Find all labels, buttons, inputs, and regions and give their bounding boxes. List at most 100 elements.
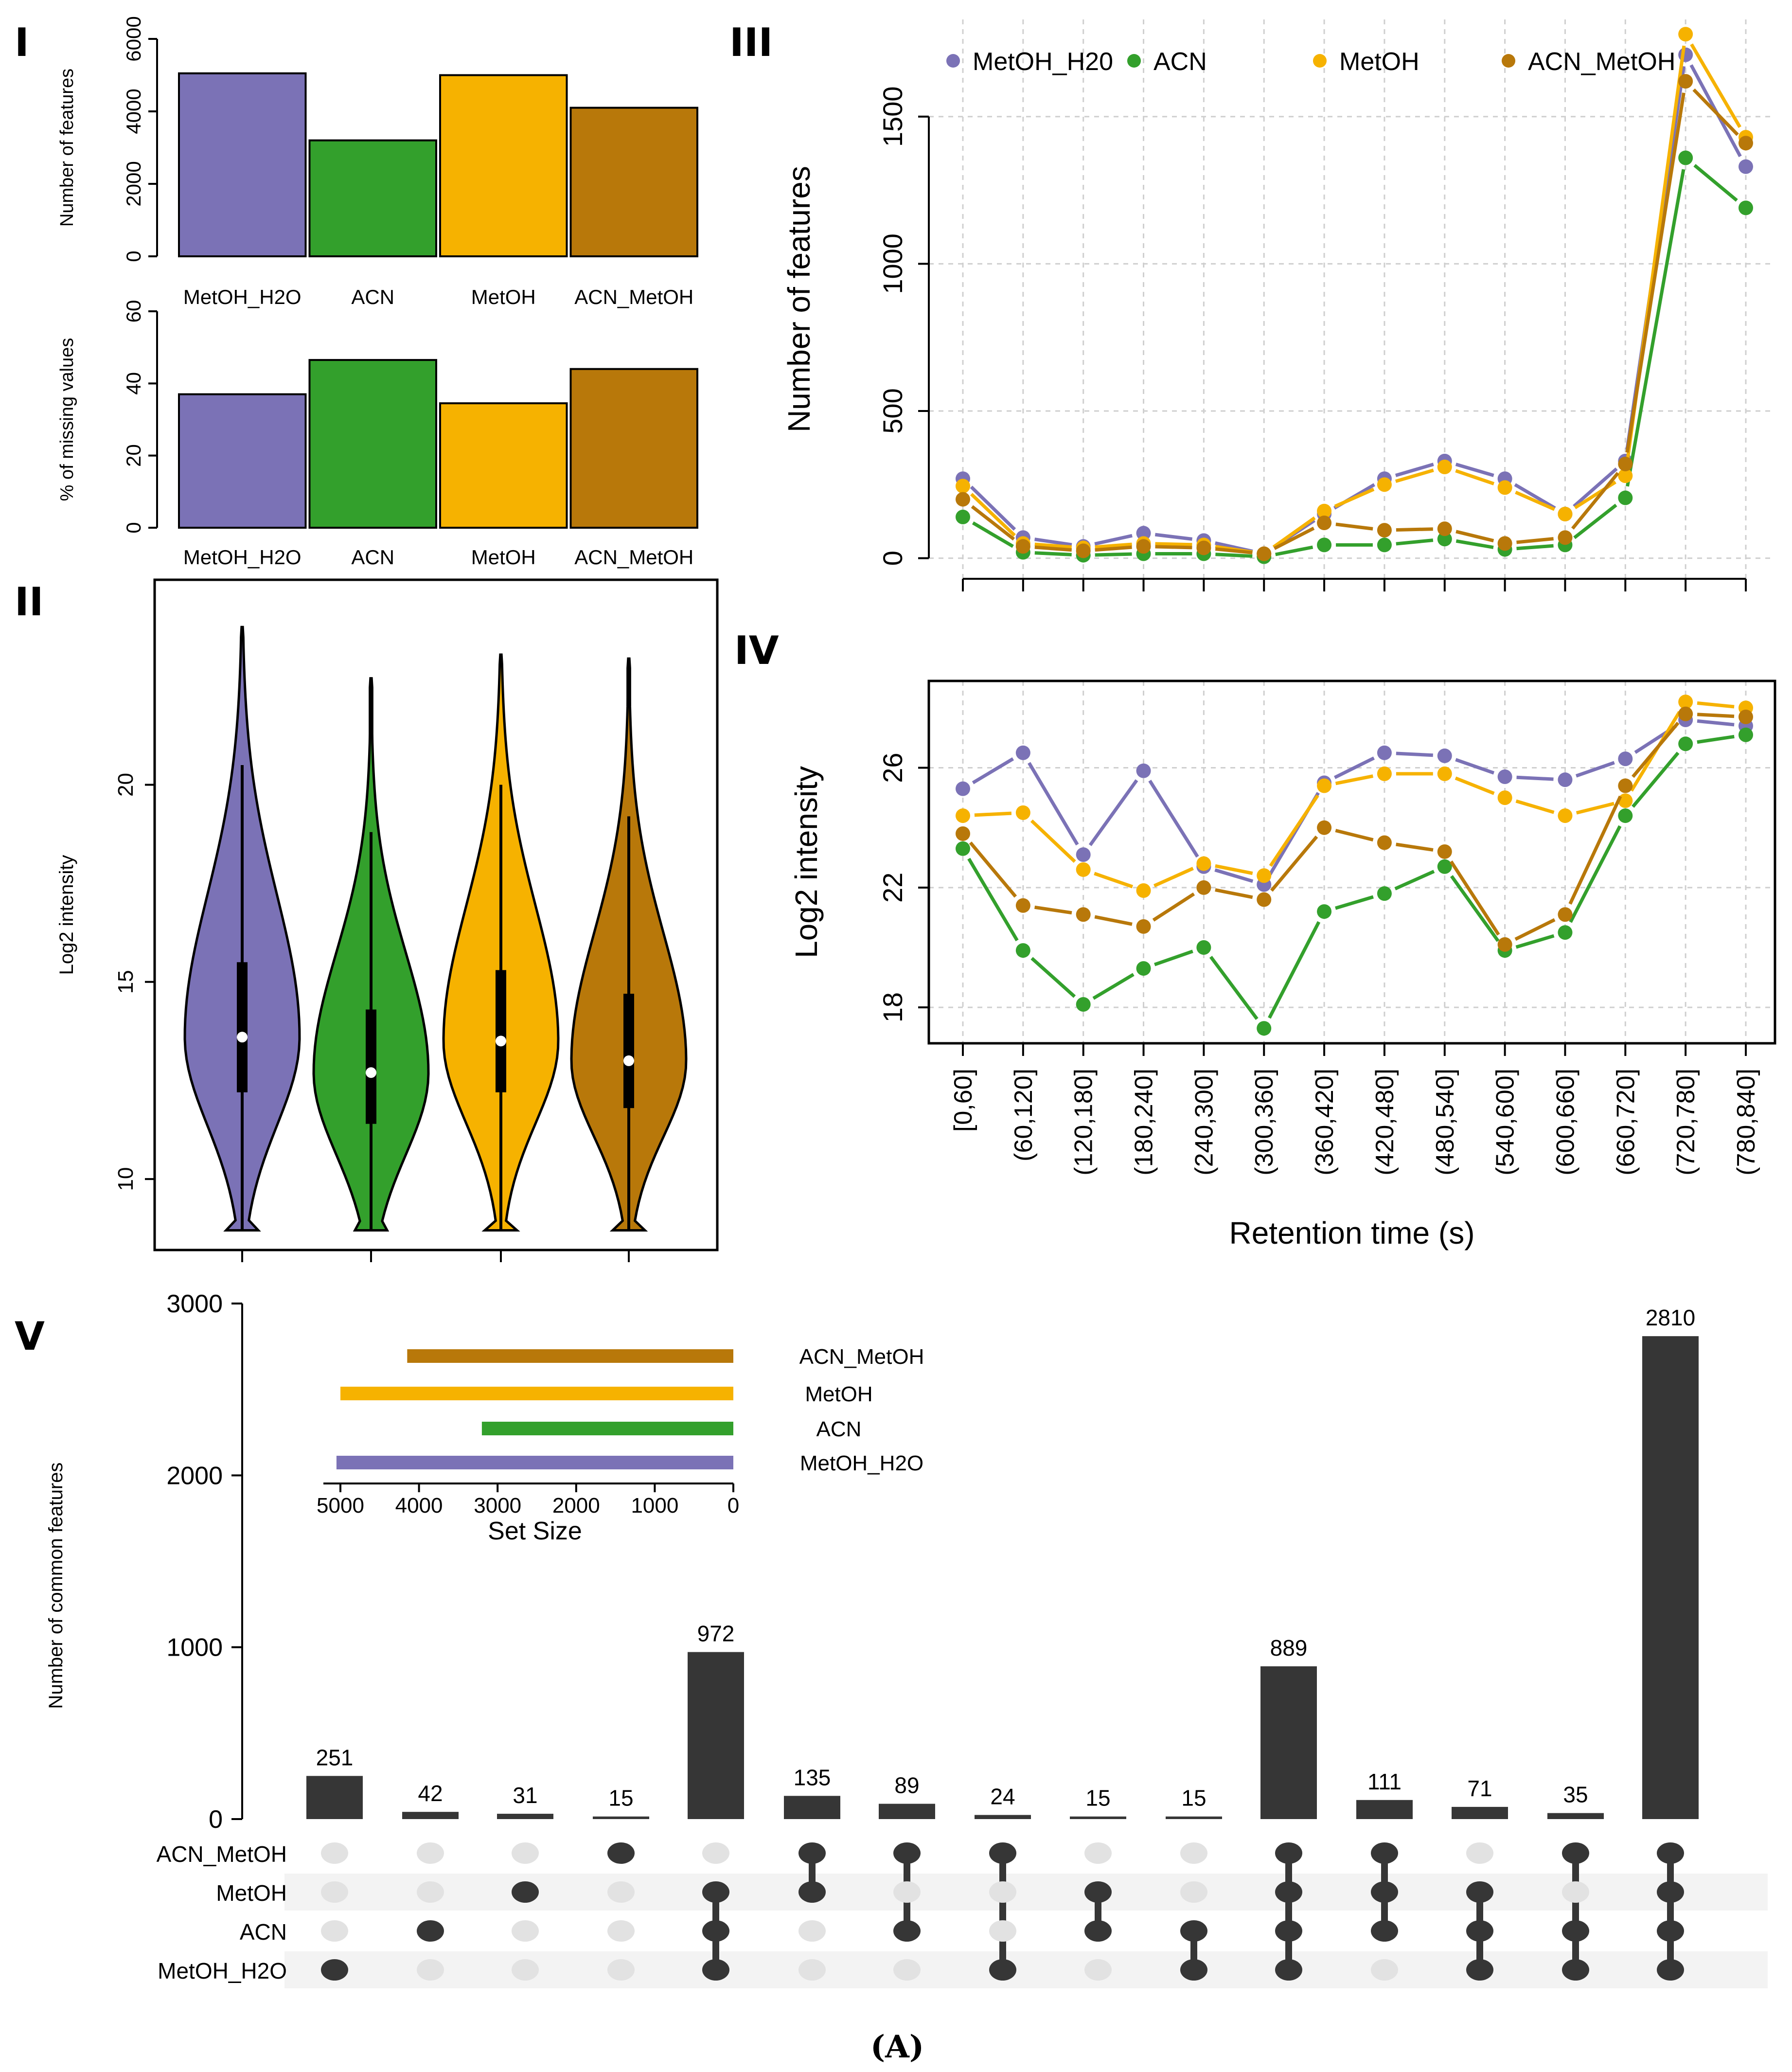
data-point-ACN_MetOH (1558, 907, 1573, 922)
matrix-dot-active (321, 1959, 348, 1981)
y-axis-title: Log2 intensity (789, 766, 824, 958)
data-point-MetOH (1257, 868, 1272, 883)
matrix-dot-active (1180, 1920, 1207, 1942)
matrix-dot-active (893, 1842, 921, 1864)
data-point-ACN_MetOH (1317, 820, 1332, 835)
x-tick-label: (720,780] (1672, 1069, 1700, 1176)
matrix-dot-inactive (321, 1842, 348, 1864)
bar-ACN_MetOH (569, 107, 698, 258)
legend-label-MetOH_H20: MetOH_H20 (973, 48, 1113, 76)
figure-caption: (A) (870, 2029, 924, 2065)
intersection-value-label: 15 (1085, 1786, 1110, 1811)
intersection-bar (497, 1814, 553, 1819)
data-point-ACN (1317, 537, 1332, 553)
data-point-ACN (1015, 943, 1030, 958)
set-size-tick-label: 5000 (317, 1494, 364, 1518)
data-point-ACN (1678, 150, 1693, 165)
panel-III-features-line: 0 500 1000 1500 Number of features MetOH_H20 A… (781, 19, 1775, 591)
matrix-dot-inactive (989, 1881, 1016, 1903)
matrix-dot-inactive (1180, 1881, 1207, 1903)
matrix-dot-active (989, 1842, 1016, 1864)
matrix-dot-inactive (417, 1959, 444, 1981)
panel-V-upset: 0 1000 2000 3000 Number of common features AC… (45, 1290, 1768, 1988)
data-point-ACN_MetOH (956, 826, 970, 841)
panel-I-top-number-of-features: 0 2000 4000 6000 Number of features MetOH_H2O… (57, 16, 698, 308)
median-dot-MetOH_H2O (237, 1032, 248, 1043)
data-point-MetOH_H2O (1437, 748, 1452, 763)
y-tick-label: 26 (877, 752, 908, 783)
panel-label-III: III (729, 20, 773, 65)
x-tick-label: (780,840] (1732, 1069, 1760, 1176)
data-point-MetOH_H20 (1739, 159, 1753, 174)
matrix-dot-active (893, 1920, 921, 1942)
panel-I-bottom-missing-values: 0 20 40 60 % of missing values MetOH_H2O ACN Me… (57, 300, 698, 569)
intersection-bar (1547, 1813, 1604, 1819)
set-size-bar-label: ACN (816, 1417, 862, 1441)
intersection-bar (1356, 1800, 1413, 1819)
x-tick-label: (120,180] (1070, 1069, 1098, 1176)
intersection-value-label: 89 (894, 1773, 919, 1798)
y-tick-label: 3000 (166, 1290, 223, 1318)
x-tick-label: (480,540] (1431, 1069, 1459, 1176)
data-point-ACN_MetOH (1015, 539, 1030, 554)
intersection-value-label: 42 (418, 1781, 443, 1806)
plot-frame (927, 679, 1776, 1045)
intersection-value-label: 889 (1270, 1635, 1308, 1661)
data-point-ACN (1678, 736, 1693, 751)
legend-marker-MetOH_H20 (946, 54, 960, 68)
matrix-dot-active (417, 1920, 444, 1942)
matrix-dot-active (1275, 1881, 1302, 1903)
bar-MetOH (439, 402, 568, 529)
data-point-ACN (956, 509, 970, 524)
intersection-bar (402, 1812, 459, 1819)
bar-MetOH_H2O (178, 393, 307, 529)
set-size-tick-label: 2000 (552, 1494, 600, 1518)
matrix-dot-active (702, 1881, 729, 1903)
x-tick-label: (660,720] (1612, 1069, 1640, 1176)
bar-MetOH_H2O (178, 72, 307, 257)
matrix-dot-inactive (512, 1920, 539, 1942)
set-size-tick-label: 4000 (395, 1494, 443, 1518)
matrix-dot-active (1466, 1881, 1493, 1903)
matrix-dot-active (1371, 1881, 1398, 1903)
matrix-dot-inactive (1371, 1959, 1398, 1981)
data-point-ACN_MetOH (1497, 937, 1512, 952)
y-tick-label: 22 (877, 873, 908, 903)
matrix-dot-inactive (607, 1959, 635, 1981)
matrix-dot-active (1657, 1920, 1684, 1942)
matrix-dot-active (1657, 1842, 1684, 1864)
data-point-MetOH (1437, 460, 1452, 474)
iqr-box-ACN (366, 1009, 376, 1124)
intersection-value-label: 972 (697, 1621, 735, 1646)
data-point-MetOH (1076, 862, 1091, 877)
data-point-MetOH (1618, 468, 1633, 483)
matrix-dot-inactive (798, 1959, 826, 1981)
panel-label-IV: IV (734, 628, 779, 673)
x-tick-label: MetOH_H2O (183, 286, 302, 308)
intersection-value-label: 35 (1563, 1782, 1588, 1807)
x-tick-label: ACN_MetOH (574, 286, 693, 308)
data-point-ACN_MetOH (1257, 892, 1272, 907)
x-tick-label: (180,240] (1130, 1069, 1158, 1176)
data-point-ACN_MetOH (1739, 136, 1753, 151)
matrix-dot-inactive (1084, 1959, 1112, 1981)
intersection-bar (593, 1816, 649, 1819)
intersection-value-label: 251 (316, 1745, 354, 1770)
y-tick-label: 0 (122, 522, 145, 533)
x-axis-title: Retention time (s) (1229, 1215, 1474, 1250)
set-size-bar-label: ACN_MetOH (799, 1345, 924, 1369)
matrix-dot-active (989, 1959, 1016, 1981)
bar-ACN (308, 139, 437, 257)
matrix-dot-inactive (607, 1881, 635, 1903)
matrix-dot-active (702, 1959, 729, 1981)
legend-marker-ACN_MetOH (1502, 54, 1515, 68)
matrix-dot-active (1371, 1842, 1398, 1864)
y-axis-title: Number of features (781, 166, 816, 432)
intersection-bar (306, 1776, 363, 1819)
matrix-dot-active (1084, 1920, 1112, 1942)
x-tick-label: [0,60] (949, 1069, 977, 1132)
y-tick-label: 4000 (122, 89, 145, 134)
intersection-value-label: 24 (990, 1784, 1015, 1809)
data-point-ACN (1437, 859, 1452, 874)
y-tick-label: 40 (122, 372, 145, 395)
